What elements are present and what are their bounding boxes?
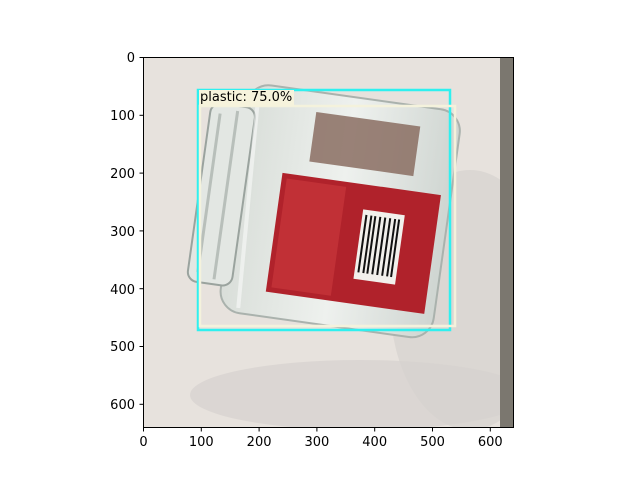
axes-frame [143,57,514,428]
glass-jar-icon [186,84,461,339]
x-tick-label: 100 [189,435,214,450]
y-tick-label: 500 [110,340,135,355]
x-tick-label: 0 [139,435,147,450]
x-tick-label: 600 [478,435,503,450]
detection-label: plastic: 75.0% [199,90,295,106]
y-tick-label: 300 [110,225,135,240]
x-tick-label: 500 [420,435,445,450]
x-axis [143,427,491,432]
y-axis [139,57,144,405]
photo [143,57,514,428]
detection-box-cyan [196,88,452,332]
y-tick-label: 400 [110,283,135,298]
detection-box-cream [198,104,457,328]
x-tick-label: 400 [362,435,387,450]
x-tick-label: 300 [304,435,329,450]
y-tick-label: 100 [110,109,135,124]
y-tick-label: 0 [127,51,135,66]
y-tick-label: 600 [110,398,135,413]
x-tick-label: 200 [247,435,272,450]
y-tick-label: 200 [110,167,135,182]
